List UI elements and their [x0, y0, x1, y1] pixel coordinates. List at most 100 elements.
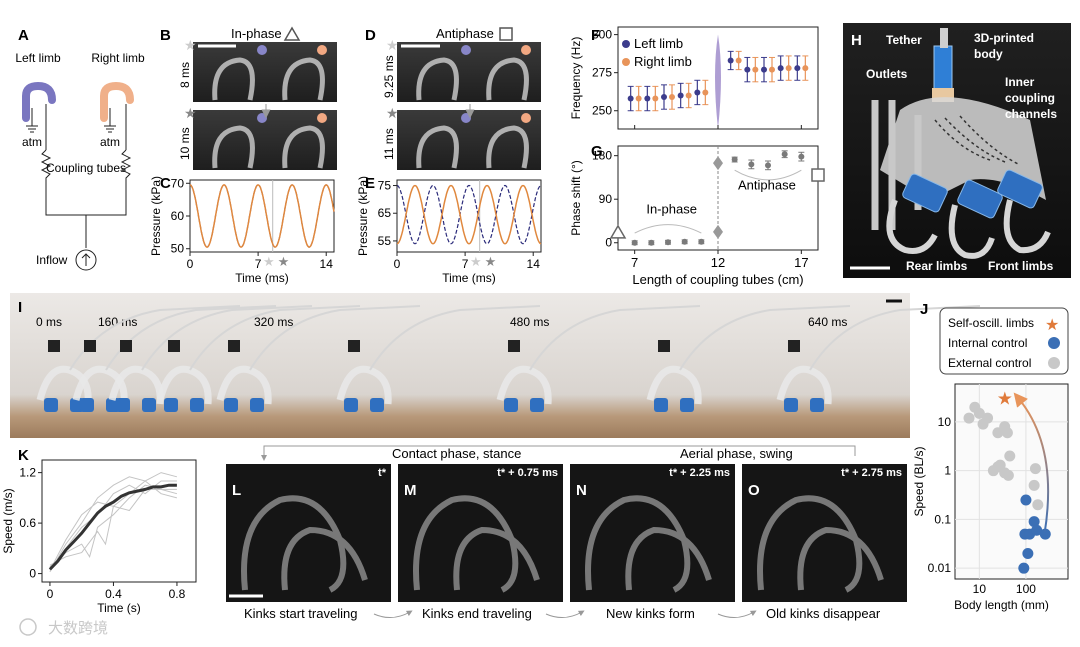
left-limb-point — [694, 89, 701, 96]
b-time2: 10 ms — [178, 127, 192, 160]
robot-body — [72, 365, 128, 405]
right-dot-b2 — [317, 113, 327, 123]
series-right — [396, 184, 542, 245]
panel-label-l: L — [232, 482, 241, 499]
robot-actuator — [504, 398, 518, 412]
x-tick-label: 7 — [462, 257, 469, 271]
i-time-2: 320 ms — [254, 315, 293, 329]
right-limb-point — [702, 89, 709, 96]
x-tick-label: 100 — [1016, 582, 1036, 596]
d-time2: 11 ms — [382, 128, 396, 160]
antiphase-bracket — [734, 169, 802, 181]
left-limb-point — [794, 65, 801, 72]
triangle-icon — [609, 224, 627, 239]
chart-f: 250 275 300 Frequency (Hz) Left limb Right li… — [569, 26, 819, 130]
trend-arrow — [1013, 392, 1050, 535]
x-tick-label: 12 — [711, 255, 725, 270]
panel-label-h: H — [851, 32, 862, 49]
y-axis-label: Speed (BL/s) — [912, 446, 926, 516]
panel-label-o: O — [748, 482, 760, 499]
legend-right-label: Right limb — [634, 54, 692, 69]
left-limb-point — [761, 66, 767, 73]
external-marker-legend — [1048, 357, 1060, 369]
left-dot-b1 — [257, 45, 267, 55]
x-tick-label: 0 — [394, 257, 401, 271]
y-tick-label: 10 — [938, 415, 952, 429]
robot-actuator — [530, 398, 544, 412]
panel-b: B In-phase ★ ★ 8 ms 10 ms C — [160, 26, 337, 192]
left-limb-point — [661, 94, 667, 101]
robot-actuator — [164, 398, 178, 412]
panel-label-g: G — [591, 143, 603, 160]
chart-k: 0 0.4 0.8 0 0.6 1.2 Time (s) Speed (m/s) — [1, 459, 197, 615]
left-dot-b2 — [257, 113, 267, 123]
right-limb-point — [669, 94, 675, 101]
panel-label-d: D — [365, 27, 376, 44]
left-dot-d1 — [461, 45, 471, 55]
phase-point — [731, 156, 738, 163]
x-axis-label: Time (ms) — [235, 271, 289, 285]
y-tick-label: 180 — [592, 149, 612, 163]
caption-l: Kinks start traveling — [244, 606, 357, 621]
tracking-marker — [788, 340, 800, 352]
lo-limbs — [241, 495, 884, 593]
aerial-phase-label: Aerial phase, swing — [680, 446, 793, 461]
tracking-marker — [120, 340, 132, 352]
panel-a: A Left limb Right limb atm atm Coupling … — [15, 27, 145, 271]
y-axis-label: Speed (m/s) — [1, 488, 15, 553]
x-tick-label: 0 — [47, 587, 54, 601]
i-time-0: 0 ms — [36, 315, 62, 329]
coupling-tubes-label: Coupling tubes — [46, 161, 126, 175]
tether-tube — [809, 305, 981, 371]
tether-tube — [679, 305, 851, 371]
y-tick-label: 0.1 — [934, 512, 951, 526]
robot-body — [36, 365, 92, 405]
phase-point — [631, 239, 638, 246]
trial-line — [49, 472, 178, 573]
n-time: t* + 2.25 ms — [669, 467, 730, 479]
internal-marker-legend — [1048, 337, 1060, 349]
tracking-marker — [348, 340, 360, 352]
panel-label-n: N — [576, 482, 587, 499]
external-control-point — [1029, 463, 1041, 475]
external-control-point — [973, 407, 985, 419]
phase-point — [665, 239, 671, 246]
right-limb-point — [685, 92, 692, 99]
external-control-point — [1002, 469, 1014, 481]
square-icon — [499, 27, 513, 41]
right-limb-point — [785, 65, 792, 72]
tracking-marker — [168, 340, 180, 352]
x-tick-label: 17 — [794, 255, 808, 270]
panel-label-b: B — [160, 27, 171, 44]
i-time-3: 480 ms — [510, 315, 549, 329]
robot-actuator — [680, 398, 694, 412]
x-axis-label: Time (s) — [97, 601, 141, 615]
y-tick-label: 50 — [171, 242, 185, 256]
star-icon-marker-1: ★ — [470, 254, 482, 269]
caption-o: Old kinks disappear — [766, 606, 881, 621]
star-icon-legend: ★ — [1045, 317, 1059, 334]
robot-body — [646, 365, 702, 405]
right-limb-point — [752, 66, 759, 73]
left-limb-shape — [22, 81, 56, 122]
right-limb-label: Right limb — [91, 51, 145, 65]
outlets-label: Outlets — [866, 67, 908, 81]
y-tick-label: 275 — [592, 66, 612, 80]
photo-b-limbs — [212, 57, 325, 169]
b-time1: 8 ms — [178, 62, 192, 88]
tether-tube — [69, 305, 241, 371]
chart-g: In-phase Antiphase 7 12 17 0 90 180 Length of co… — [569, 145, 825, 287]
robot-body — [776, 365, 832, 405]
trial-line — [49, 480, 177, 570]
transition-violin — [715, 34, 721, 129]
robot-actuator — [116, 398, 130, 412]
phase-point — [798, 153, 805, 160]
tracking-marker — [658, 340, 670, 352]
external-control-point — [982, 412, 994, 424]
tether-label: Tether — [886, 33, 922, 47]
robot-body — [156, 365, 212, 405]
plot-frame — [41, 459, 197, 583]
robot-actuator — [810, 398, 824, 412]
y-axis-label: Frequency (Hz) — [569, 37, 583, 120]
external-control-point — [963, 412, 975, 424]
